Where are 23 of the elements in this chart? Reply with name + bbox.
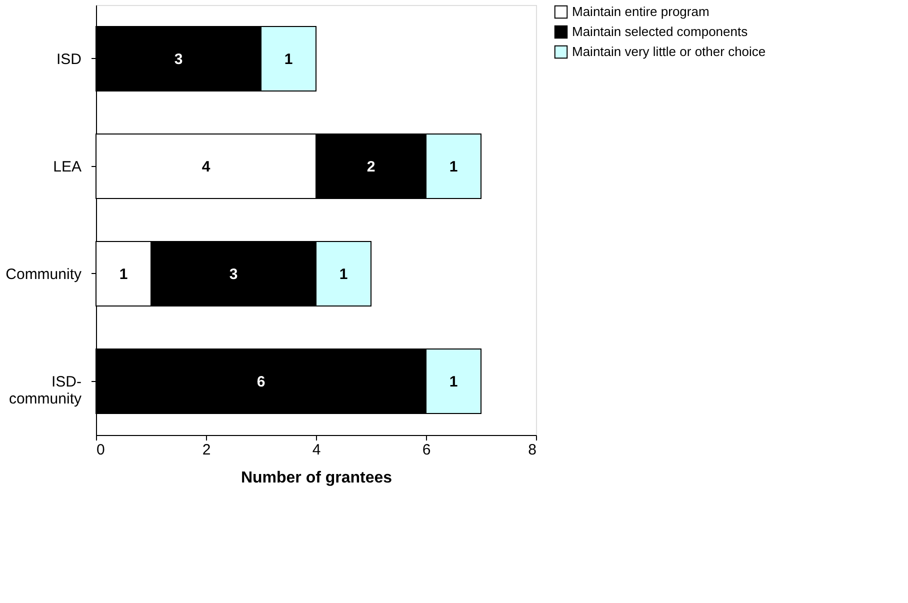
- data-label: 1: [449, 158, 458, 176]
- data-label: 2: [366, 158, 376, 176]
- data-label: 3: [229, 266, 238, 283]
- x-tick-label: 2: [202, 442, 211, 458]
- y-tick-label: LEA: [53, 158, 82, 176]
- legend-label: Maintain entire program: [572, 4, 710, 19]
- y-tick-label: ISD: [56, 50, 82, 68]
- data-label: 1: [449, 373, 458, 390]
- x-tick-label: 8: [528, 442, 536, 458]
- x-tick-label: 4: [312, 442, 321, 458]
- data-label: 3: [174, 50, 183, 68]
- x-tick-label: 6: [422, 442, 431, 458]
- data-label: 6: [256, 373, 266, 390]
- y-tick-label: ISD-community: [8, 373, 82, 408]
- data-label: 4: [202, 158, 211, 176]
- legend-label: Maintain very little or other choice: [572, 44, 766, 59]
- data-label: 1: [119, 266, 128, 283]
- x-tick-label: 0: [96, 442, 105, 458]
- data-label: 1: [339, 266, 348, 283]
- x-axis-title: Number of grantees: [240, 470, 392, 486]
- data-label: 1: [284, 50, 293, 68]
- legend-label: Maintain selected components: [572, 24, 748, 39]
- y-tick-label: Community: [6, 266, 82, 283]
